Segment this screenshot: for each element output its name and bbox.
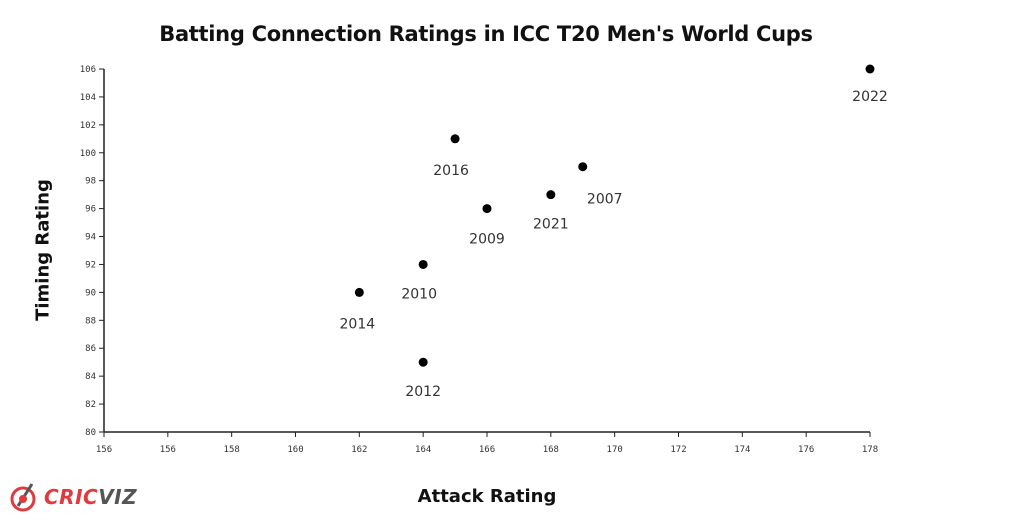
y-tick-label: 98 <box>85 177 96 187</box>
x-axis-label: Attack Rating <box>417 486 557 507</box>
x-tick-label: 160 <box>287 445 303 455</box>
cricviz-logo: CRICVIZ <box>8 480 137 514</box>
y-tick-label: 102 <box>80 121 96 131</box>
y-tick-label: 84 <box>85 372 96 382</box>
x-tick-label: 172 <box>670 445 686 455</box>
data-point <box>482 204 492 214</box>
y-tick-label: 86 <box>85 344 96 354</box>
data-point-label: 2012 <box>405 384 441 400</box>
data-point-label: 2022 <box>852 89 888 105</box>
x-tick-label: 176 <box>798 445 814 455</box>
data-point-label: 2021 <box>533 217 569 233</box>
data-point <box>865 64 875 74</box>
data-point-label: 2010 <box>401 286 437 302</box>
data-point-label: 2007 <box>587 192 623 208</box>
cricviz-logo-icon <box>10 483 36 512</box>
data-point <box>418 357 428 367</box>
y-tick-label: 88 <box>85 316 96 326</box>
y-tick-label: 104 <box>80 93 96 103</box>
y-tick-label: 106 <box>80 65 96 75</box>
x-tick-label: 170 <box>607 445 623 455</box>
x-tick-label: 164 <box>415 445 431 455</box>
data-point <box>546 190 556 200</box>
data-point-label: 2009 <box>469 232 505 248</box>
x-tick-label: 158 <box>224 445 240 455</box>
x-tick-label: 174 <box>734 445 750 455</box>
data-point <box>450 134 460 144</box>
y-tick-label: 94 <box>85 233 96 243</box>
logo-text-cric: CRIC <box>44 485 99 509</box>
x-tick-label: 156 <box>96 445 112 455</box>
data-point-label: 2016 <box>433 163 469 179</box>
x-tick-label: 156 <box>160 445 176 455</box>
y-tick-label: 96 <box>85 205 96 215</box>
x-tick-label: 162 <box>351 445 367 455</box>
cricviz-logo-text: CRICVIZ <box>44 485 137 509</box>
data-point <box>354 287 364 297</box>
x-tick-label: 168 <box>543 445 559 455</box>
x-tick-label: 178 <box>862 445 878 455</box>
y-tick-label: 100 <box>80 149 96 159</box>
logo-text-viz: VIZ <box>98 485 138 509</box>
y-tick-label: 82 <box>85 400 96 410</box>
chart-title: Batting Connection Ratings in ICC T20 Me… <box>159 22 813 46</box>
data-point <box>578 162 588 172</box>
y-tick-label: 92 <box>85 260 96 270</box>
y-tick-label: 90 <box>85 288 96 298</box>
data-point-label: 2014 <box>340 316 376 332</box>
y-tick-label: 80 <box>85 428 96 438</box>
x-tick-label: 166 <box>479 445 495 455</box>
data-point <box>418 259 428 269</box>
